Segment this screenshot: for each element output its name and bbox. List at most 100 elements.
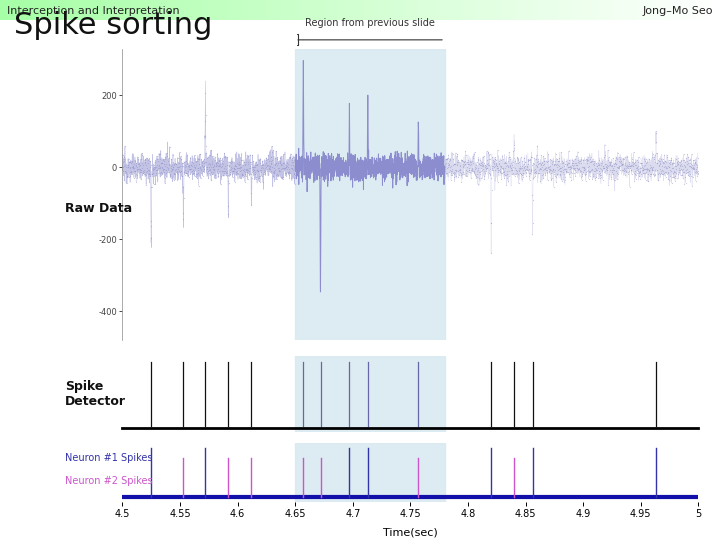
Point [157, 156, 168, 165]
Bar [76, 0, 80, 20]
Point [222, 177, 234, 186]
Point [626, 165, 637, 174]
Point [599, 159, 611, 168]
Point [544, 167, 555, 176]
Point [456, 170, 467, 178]
Point [689, 159, 701, 167]
Point [440, 166, 451, 175]
Point [503, 163, 514, 172]
Point [215, 156, 227, 165]
Point [502, 170, 513, 178]
Point [265, 157, 276, 166]
Point [658, 163, 670, 172]
Point [218, 164, 230, 172]
Point [561, 160, 572, 168]
Point [220, 165, 232, 174]
Bar [194, 0, 199, 20]
Point [227, 164, 238, 173]
Bar [202, 0, 206, 20]
Point [513, 170, 524, 178]
Point [167, 151, 179, 160]
Point [594, 168, 606, 177]
Point [462, 156, 474, 164]
Point [458, 170, 469, 178]
Point [559, 178, 570, 186]
Point [539, 153, 550, 162]
Point [243, 163, 255, 172]
Bar [47, 0, 51, 20]
Point [523, 169, 535, 178]
Point [253, 172, 265, 181]
Point [123, 154, 135, 163]
Point [595, 160, 606, 169]
Point [133, 160, 145, 168]
Point [444, 162, 456, 171]
Point [496, 164, 508, 172]
Point [595, 173, 606, 181]
Point [170, 167, 181, 176]
Point [572, 156, 584, 165]
Point [445, 176, 456, 184]
Point [170, 159, 181, 167]
Point [243, 170, 254, 178]
Point [228, 166, 239, 175]
Bar [504, 0, 508, 20]
Point [271, 154, 283, 163]
Point [688, 156, 699, 165]
Point [473, 173, 485, 182]
Point [202, 174, 214, 183]
Text: Region from previous slide: Region from previous slide [305, 18, 435, 28]
Point [644, 164, 656, 172]
Point [593, 160, 605, 168]
Point [536, 159, 548, 167]
Point [164, 170, 176, 179]
Point [189, 166, 201, 174]
Point [458, 158, 469, 166]
Point [243, 160, 254, 169]
Point [636, 163, 648, 171]
Point [152, 160, 163, 169]
Point [132, 160, 143, 169]
Point [532, 160, 544, 168]
Point [168, 160, 180, 169]
Point [527, 174, 539, 183]
Point [629, 160, 641, 169]
Point [606, 160, 617, 169]
Point [158, 167, 169, 176]
Point [539, 164, 551, 173]
Point [549, 160, 560, 169]
Point [130, 170, 141, 178]
Point [212, 159, 224, 167]
Point [454, 157, 465, 166]
Point [453, 171, 464, 179]
Bar [713, 0, 717, 20]
Point [450, 148, 462, 157]
Point [248, 166, 259, 175]
Point [546, 167, 558, 176]
Point [554, 165, 565, 174]
Point [652, 156, 664, 164]
Point [185, 160, 197, 169]
Point [574, 159, 585, 167]
Point [631, 164, 642, 172]
Point [581, 167, 593, 176]
Point [282, 160, 294, 168]
Point [648, 153, 660, 161]
Point [217, 157, 229, 165]
Point [275, 158, 287, 167]
Bar [173, 0, 177, 20]
Point [282, 164, 293, 173]
Bar [342, 0, 346, 20]
Point [285, 160, 297, 169]
Point [197, 167, 209, 176]
Point [135, 160, 146, 169]
Point [120, 161, 131, 170]
Point [260, 163, 271, 171]
Point [683, 171, 695, 180]
Point [533, 159, 544, 168]
Point [248, 170, 259, 179]
Point [194, 164, 206, 173]
Bar [302, 0, 307, 20]
Point [220, 169, 232, 178]
Point [258, 167, 269, 176]
